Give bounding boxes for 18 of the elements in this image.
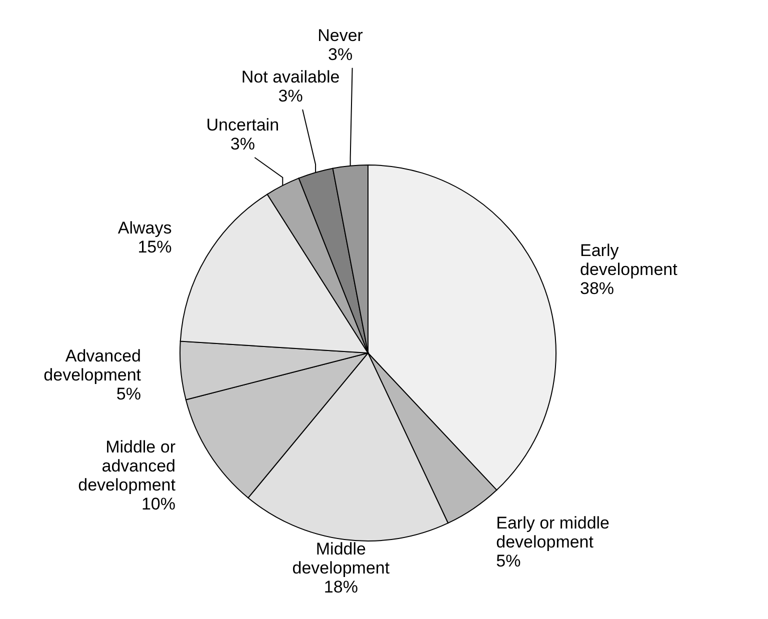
data-label: 5% xyxy=(496,552,521,571)
slice-label: Uncertain xyxy=(206,115,280,134)
data-label: 10% xyxy=(141,494,176,514)
slice-label: Middle or advanced development xyxy=(78,438,176,495)
data-label: 18% xyxy=(324,577,358,596)
data-label: 3% xyxy=(230,134,255,154)
slice-label: Early or middle development xyxy=(496,514,610,552)
data-label: 3% xyxy=(278,86,303,106)
data-label: 3% xyxy=(328,44,353,64)
slice-label: Advanced development xyxy=(44,346,142,384)
slice-label: Not available xyxy=(241,67,340,86)
data-label: 38% xyxy=(580,279,614,298)
slice-label: Never xyxy=(318,26,364,45)
slice-label: Early development xyxy=(580,241,678,280)
slice-label: Always xyxy=(118,218,172,238)
data-label: 5% xyxy=(116,384,142,404)
slice-label: Middle development xyxy=(292,539,390,578)
data-label: 15% xyxy=(138,237,172,256)
